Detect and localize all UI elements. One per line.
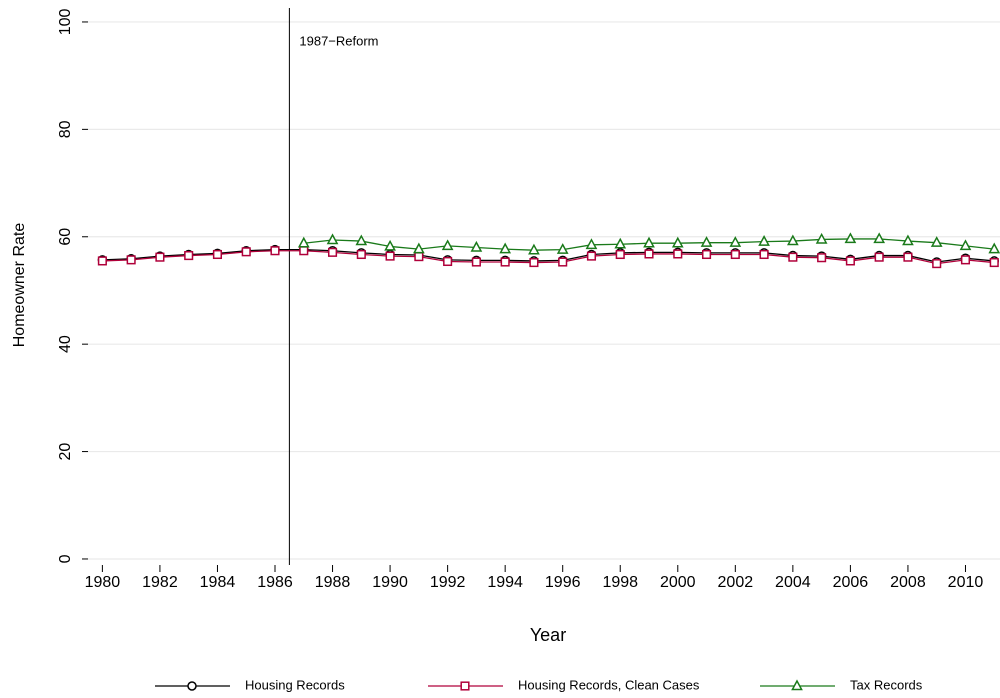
marker <box>385 251 395 261</box>
marker <box>903 252 913 262</box>
marker <box>126 255 136 265</box>
marker <box>730 249 740 260</box>
marker <box>585 238 598 250</box>
marker <box>528 243 540 255</box>
x-tick-label: 1984 <box>200 574 236 591</box>
marker <box>441 239 454 251</box>
marker <box>97 256 107 266</box>
marker <box>673 249 683 259</box>
marker <box>815 232 828 244</box>
marker <box>270 246 280 256</box>
marker <box>930 236 943 247</box>
x-tick-label: 2010 <box>948 574 984 591</box>
marker <box>643 236 655 248</box>
marker <box>414 252 424 262</box>
y-tick-label: 60 <box>57 228 74 246</box>
marker <box>873 232 886 244</box>
marker <box>758 235 770 246</box>
marker <box>241 247 251 257</box>
y-tick-label: 40 <box>57 335 74 353</box>
x-tick-label: 1980 <box>85 574 121 591</box>
x-tick-label: 1992 <box>430 574 466 591</box>
marker <box>586 251 597 261</box>
x-tick-label: 1986 <box>257 574 293 591</box>
x-tick-label: 2004 <box>775 574 811 591</box>
marker <box>556 243 569 254</box>
y-tick-label: 20 <box>57 443 74 461</box>
marker <box>443 256 453 267</box>
marker <box>529 257 539 268</box>
marker <box>786 234 799 246</box>
marker <box>355 234 368 246</box>
y-tick-label: 0 <box>57 554 74 563</box>
marker <box>356 249 366 260</box>
marker <box>499 242 512 254</box>
marker <box>671 236 684 248</box>
marker <box>558 257 568 267</box>
marker <box>184 251 194 261</box>
y-tick-label: 100 <box>57 9 74 36</box>
marker <box>817 253 827 263</box>
series-line <box>102 250 995 265</box>
legend-label: Housing Records <box>245 677 345 692</box>
x-tick-label: 2008 <box>890 574 926 591</box>
marker <box>471 257 481 267</box>
x-tick-label: 2006 <box>833 574 869 591</box>
marker <box>615 249 625 260</box>
x-tick-label: 1996 <box>545 574 581 591</box>
marker <box>644 249 654 259</box>
marker <box>989 257 999 268</box>
y-axis-title: Homeowner Rate <box>11 223 28 348</box>
marker <box>759 249 769 260</box>
marker <box>327 247 338 257</box>
legend-label: Housing Records, Clean Cases <box>518 677 700 692</box>
marker <box>959 239 972 251</box>
marker <box>299 246 309 256</box>
x-tick-label: 1994 <box>487 574 523 591</box>
marker <box>960 255 971 265</box>
legend-label: Tax Records <box>850 677 923 692</box>
marker <box>902 234 914 246</box>
x-tick-label: 1998 <box>602 574 638 591</box>
marker <box>729 236 742 247</box>
marker <box>700 236 713 247</box>
marker <box>326 233 339 245</box>
marker <box>701 249 712 260</box>
marker <box>500 257 510 267</box>
marker <box>844 232 857 244</box>
legend-marker <box>460 681 470 691</box>
x-tick-label: 1990 <box>372 574 408 591</box>
marker <box>412 242 425 254</box>
marker <box>788 252 798 262</box>
x-tick-label: 2002 <box>718 574 754 591</box>
marker <box>845 256 855 266</box>
marker <box>155 252 165 262</box>
x-tick-label: 1988 <box>315 574 351 591</box>
x-axis-title: Year <box>530 625 566 645</box>
marker <box>988 242 1000 254</box>
marker <box>212 249 223 260</box>
legend-marker <box>187 681 197 691</box>
legend-marker <box>791 679 803 691</box>
y-tick-label: 80 <box>57 120 74 138</box>
x-tick-label: 2000 <box>660 574 696 591</box>
marker <box>297 236 310 248</box>
series-line <box>102 249 995 263</box>
x-tick-label: 1982 <box>142 574 178 591</box>
marker <box>470 240 483 252</box>
marker <box>874 252 884 262</box>
marker <box>932 259 942 269</box>
reference-label: 1987−Reform <box>299 33 378 48</box>
marker <box>614 237 627 249</box>
marker <box>384 239 396 251</box>
